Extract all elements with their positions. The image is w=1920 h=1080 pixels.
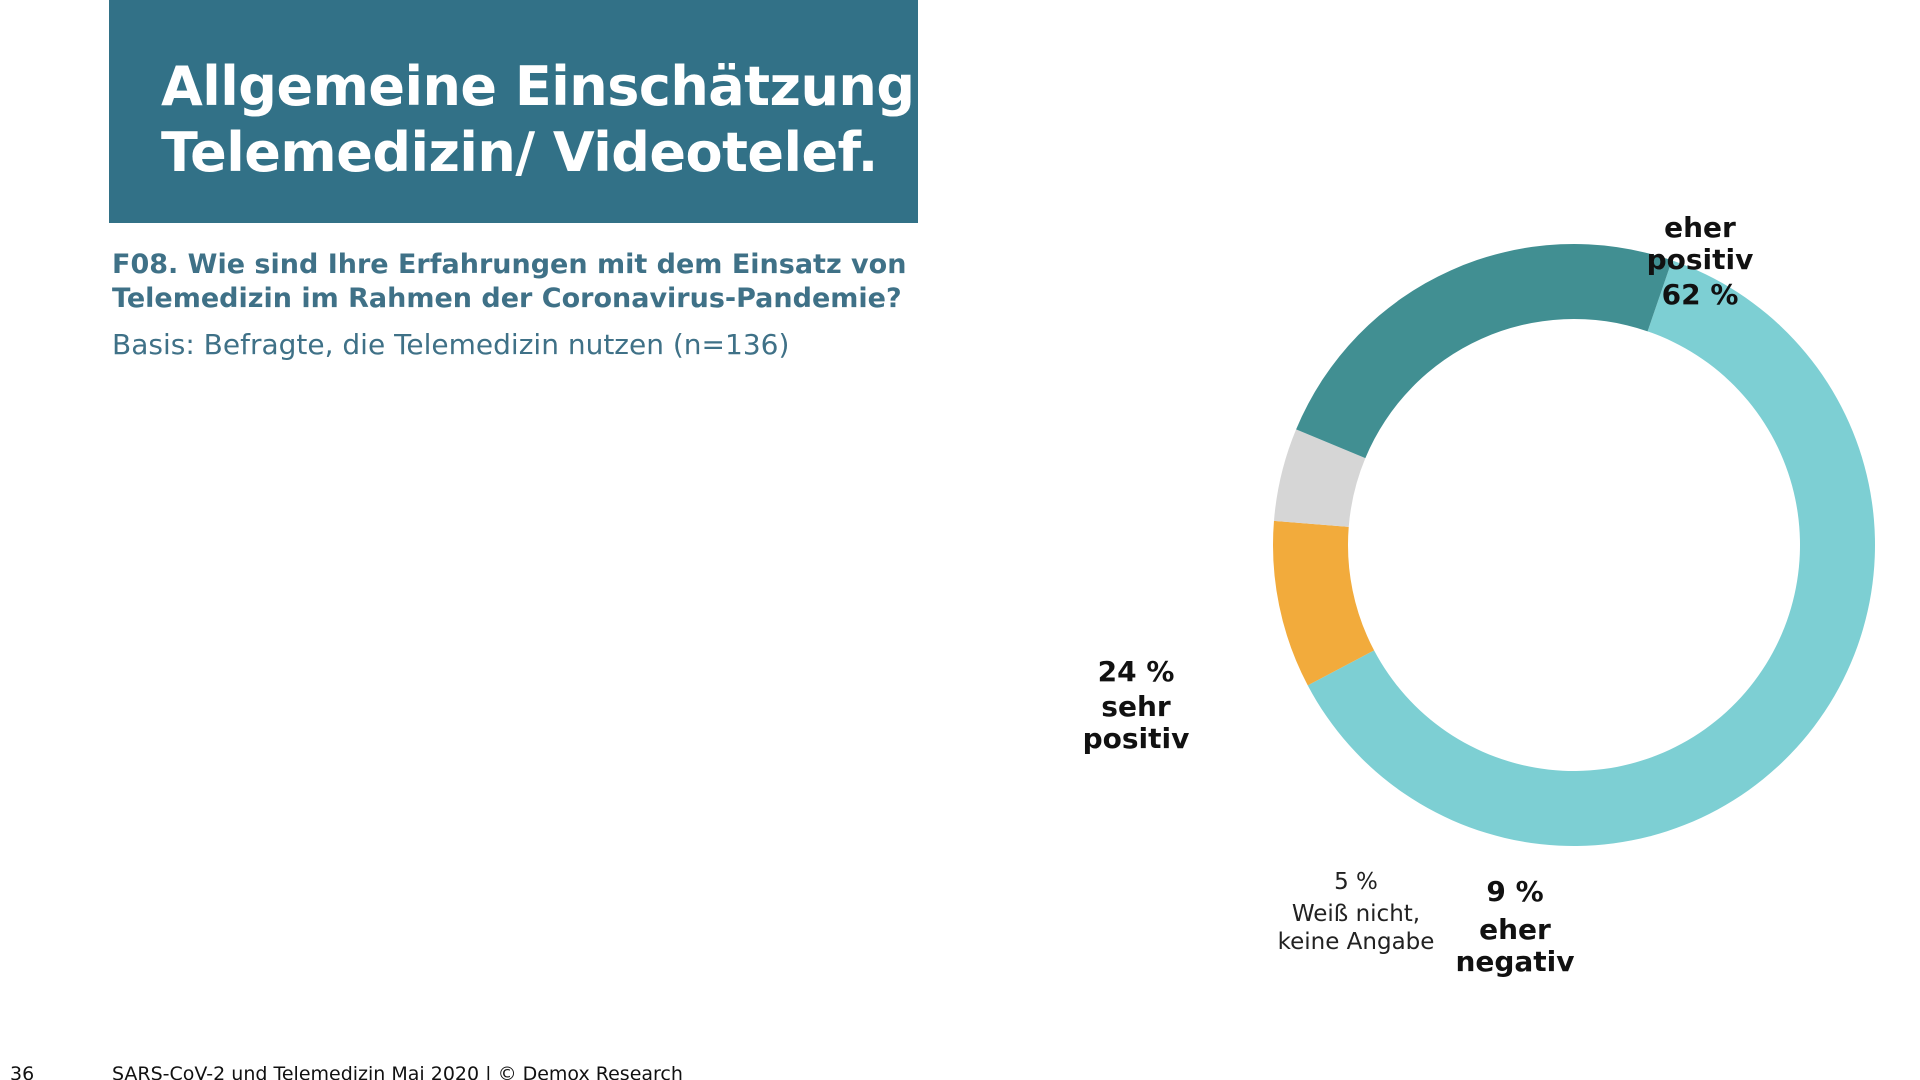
slice-label-eher-positiv: eher positiv 62 % xyxy=(1630,212,1770,311)
question-line-1: F08. Wie sind Ihre Erfahrungen mit dem E… xyxy=(112,249,907,280)
slice-name-line-2: keine Angabe xyxy=(1277,929,1435,955)
slice-value: 24 % xyxy=(1097,655,1175,688)
slice-name-line-2: negativ xyxy=(1455,945,1575,978)
slice-eher-negativ xyxy=(1273,520,1375,686)
page-number: 36 xyxy=(10,1063,35,1080)
title-line-1: Allgemeine Einschätzung xyxy=(161,55,915,118)
slice-name-line-1: eher xyxy=(1479,913,1551,946)
title-line-2: Telemedizin/ Videotelef. xyxy=(161,121,878,184)
slice-name-line-1: eher xyxy=(1664,211,1736,244)
slice-name-line-1: sehr xyxy=(1101,690,1171,723)
slice-name-line-2: positiv xyxy=(1082,722,1190,755)
question-line-2: Telemedizin im Rahmen der Coronavirus-Pa… xyxy=(112,283,902,314)
footer-source: SARS-CoV-2 und Telemedizin Mai 2020 | © … xyxy=(112,1063,683,1080)
slice-label-weiss-nicht: 5 % Weiß nicht, keine Angabe xyxy=(1256,868,1456,956)
basis-note: Basis: Befragte, die Telemedizin nutzen … xyxy=(112,328,790,361)
slice-label-eher-negativ: 9 % eher negativ xyxy=(1445,876,1585,978)
slice-value: 9 % xyxy=(1486,875,1544,908)
slice-value: 62 % xyxy=(1661,278,1739,311)
slice-weiss-nicht xyxy=(1273,429,1366,527)
slice-name-line-2: positiv xyxy=(1646,243,1754,276)
slice-label-sehr-positiv: 24 % sehr positiv xyxy=(1066,656,1206,755)
slice-sehr-positiv xyxy=(1296,244,1672,459)
slice-name-line-1: Weiß nicht, xyxy=(1291,901,1421,927)
slice-value: 5 % xyxy=(1334,869,1378,895)
title-banner: Allgemeine Einschätzung Telemedizin/ Vid… xyxy=(109,0,918,223)
question-text: F08. Wie sind Ihre Erfahrungen mit dem E… xyxy=(112,248,906,316)
